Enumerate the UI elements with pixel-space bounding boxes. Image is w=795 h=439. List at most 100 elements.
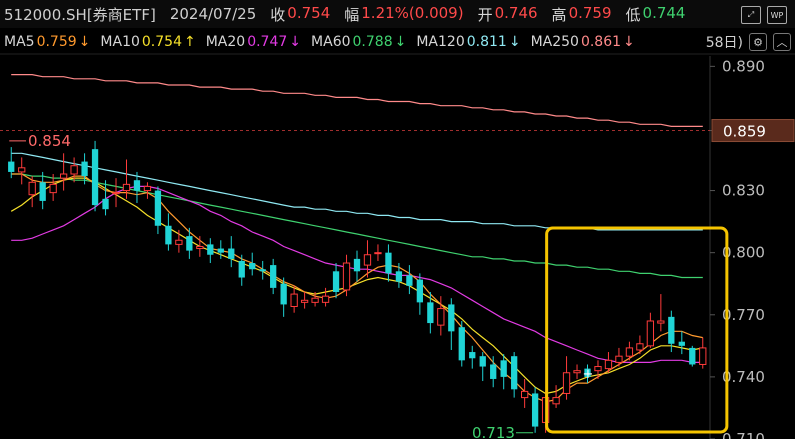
candle-body-down [353, 258, 361, 272]
y-tick-label: 0.710 [722, 430, 765, 439]
ma-line-ma120 [11, 152, 703, 231]
candle-body-up [594, 366, 602, 372]
candle-body-down [490, 364, 497, 379]
candle-body-down [91, 149, 99, 206]
ma-legend-ma10: MA10 0.754 ↑ [100, 34, 195, 50]
close-field: 收 0.754 [270, 4, 330, 25]
highlight-box [545, 226, 729, 434]
gear-icon[interactable]: ⚙ [749, 33, 767, 51]
candle-body-up [374, 252, 382, 255]
candle-body-down [500, 360, 507, 377]
chevron-up-icon[interactable]: ︿ [773, 33, 791, 51]
crosshair-marker: + [583, 367, 594, 382]
ma-legend: MA5 0.759 ↓ MA10 0.754 ↑ MA20 0.747 ↓ MA60 0.788 ↓ M… [0, 30, 795, 54]
candle-body-down [469, 352, 476, 359]
candle-body-up [59, 173, 68, 179]
date-label: 2024/07/25 [169, 5, 257, 23]
candle-body-down [385, 252, 392, 274]
ma-legend-ma250: MA250 0.861 ↓ [531, 34, 635, 50]
candle-body-down [186, 236, 193, 251]
candle-body-down [102, 198, 109, 210]
ma-value: 0.747 [247, 34, 288, 50]
candle-body-up [112, 192, 120, 195]
candle-body-down [511, 356, 518, 390]
candle-body-down [249, 263, 256, 270]
ma-line-ma250 [11, 73, 703, 128]
candle-body-down [238, 260, 245, 278]
ma-value: 0.788 [352, 34, 393, 50]
open-label: 开 [477, 5, 493, 24]
change-value: 1.21%(0.009) [361, 3, 464, 22]
y-tick-label: 0.830 [722, 182, 765, 200]
candle-body-up [49, 183, 57, 194]
change-label: 幅 [344, 5, 360, 24]
quote-header: 512000.SH[券商ETF] 2024/07/25 收 0.754 幅 1.… [0, 0, 795, 28]
ma-legend-ma120: MA120 0.811 ↓ [416, 34, 520, 50]
ma-legend-ma5: MA5 0.759 ↓ [4, 34, 90, 50]
candle-body-up [646, 320, 655, 347]
candle-body-down [280, 283, 287, 305]
open-value: 0.746 [494, 3, 538, 22]
candle-body-up [70, 165, 78, 175]
candle-body-down [154, 190, 162, 226]
period-label[interactable]: 58日) [705, 35, 743, 51]
candle-body-down [217, 248, 224, 253]
candle-body-down [207, 244, 214, 255]
candle-body-up [636, 343, 644, 351]
ma-label: MA10 [100, 34, 140, 50]
ma-value: 0.759 [36, 34, 77, 50]
low-value: 0.744 [642, 3, 686, 22]
arrow-down-icon: ↓ [394, 34, 407, 50]
arrow-up-icon: ↑ [183, 34, 196, 50]
arrow-down-icon: ↓ [508, 34, 521, 50]
candle-body-up [143, 185, 152, 192]
candle-body-down [133, 180, 141, 191]
candle-body-up [604, 359, 613, 370]
candle-body-up [290, 293, 298, 308]
current-price-label: 0.859 [723, 123, 766, 141]
candle-body-up [552, 397, 560, 405]
arrow-down-icon: ↓ [289, 34, 302, 50]
candle-body-down [81, 161, 88, 177]
candle-body-down [39, 182, 46, 201]
wp-icon[interactable]: WP [767, 6, 787, 24]
low-label: 低 [625, 5, 641, 24]
candle-body-up [615, 355, 623, 363]
candle-body-down [416, 279, 424, 303]
candle-body-down [448, 304, 455, 332]
candle-body-down [678, 341, 685, 346]
close-value: 0.754 [287, 3, 331, 22]
candle-body-up [573, 370, 581, 374]
candle-body-up [311, 297, 319, 303]
candle-body-down [531, 393, 539, 427]
candle-body-up [196, 245, 204, 250]
candle-body-up [321, 295, 330, 303]
high-field: 高 0.759 [552, 4, 612, 25]
high-annotation: 0.854 [28, 132, 71, 150]
candle-body-up [18, 167, 26, 173]
ma-line-ma10 [10, 177, 703, 395]
candle-body-up [175, 239, 183, 245]
candle-body-up [625, 347, 634, 357]
high-label: 高 [551, 5, 567, 24]
low-annotation: 0.713 [472, 424, 515, 439]
symbol-label[interactable]: 512000.SH[券商ETF] [4, 5, 156, 24]
change-field: 幅 1.21%(0.009) [344, 4, 463, 25]
ma-controls: 58日) ⚙ ︿ [706, 30, 791, 54]
candle-body-up [657, 320, 665, 324]
y-tick-label: 0.800 [722, 244, 765, 262]
candle-body-up [28, 181, 36, 196]
candle-body-up [699, 347, 707, 365]
zoom-icon[interactable]: ⤢ [741, 6, 761, 24]
candle-body-down [479, 356, 486, 367]
candle-body-down [270, 265, 277, 288]
candle-body-down [228, 248, 235, 259]
ma-value: 0.811 [466, 34, 507, 50]
ma-value: 0.861 [580, 34, 622, 50]
arrow-down-icon: ↓ [623, 34, 635, 50]
high-value: 0.759 [568, 3, 612, 22]
ma-label: MA60 [311, 34, 351, 50]
ma-value: 0.754 [141, 34, 182, 50]
close-label: 收 [270, 5, 286, 24]
